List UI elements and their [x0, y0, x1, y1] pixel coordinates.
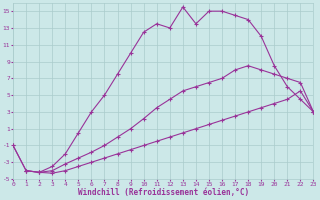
- X-axis label: Windchill (Refroidissement éolien,°C): Windchill (Refroidissement éolien,°C): [78, 188, 249, 197]
